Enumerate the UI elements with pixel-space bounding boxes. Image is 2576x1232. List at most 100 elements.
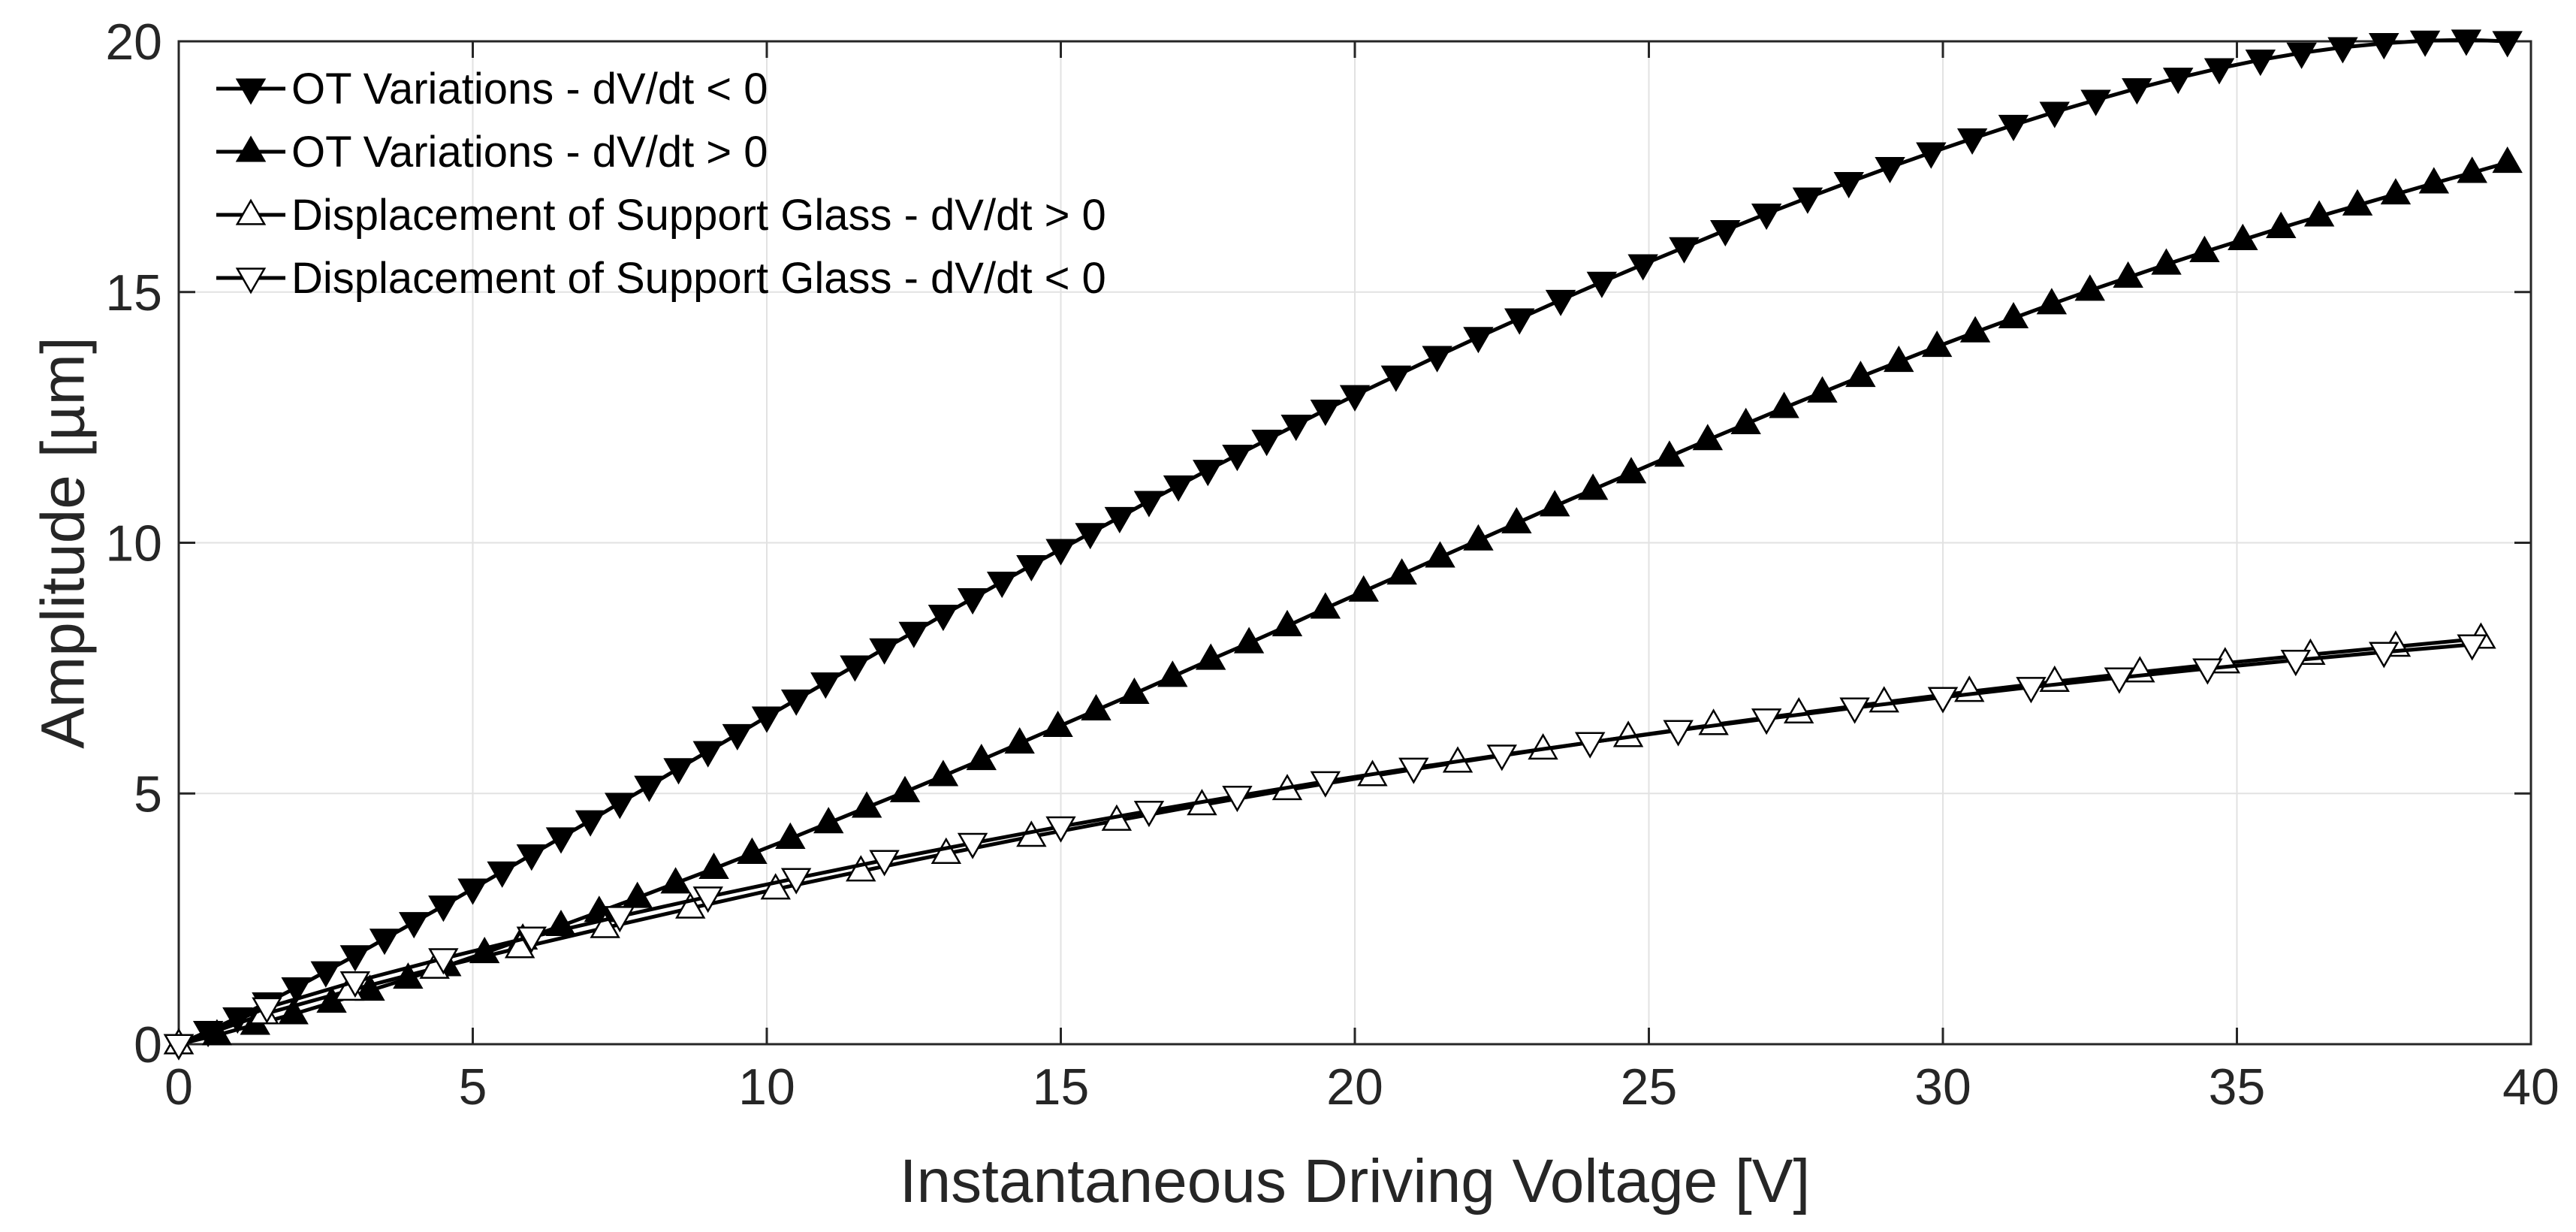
data-point	[634, 775, 665, 802]
data-point	[1751, 708, 1782, 735]
data-point	[928, 759, 959, 787]
data-point	[1157, 660, 1188, 687]
series-1	[163, 29, 2523, 1061]
data-point	[2122, 78, 2152, 105]
data-point	[622, 881, 653, 908]
data-point	[869, 850, 900, 877]
data-point	[2369, 642, 2400, 669]
data-point	[957, 832, 988, 859]
legend-entry: Displacement of Support Glass - dV/dt > …	[216, 191, 1106, 240]
data-point	[1195, 643, 1226, 670]
data-point	[1251, 430, 1282, 457]
data-point	[851, 791, 882, 818]
data-point	[1956, 128, 1988, 156]
data-point	[751, 706, 783, 733]
axis-ticks: 0 5 10 15 20 25 30 35 40 0 5 10 15 20	[105, 14, 2559, 1116]
data-point	[1654, 440, 1685, 467]
data-point	[1386, 558, 1417, 585]
data-point	[1081, 693, 1112, 721]
data-point	[775, 822, 806, 849]
data-point	[1193, 460, 1223, 487]
data-point	[1271, 609, 1303, 636]
data-point	[1104, 506, 1136, 534]
data-point	[1222, 785, 1253, 813]
data-point	[281, 977, 312, 1004]
data-point	[516, 844, 547, 871]
data-point	[339, 971, 371, 998]
data-point	[1751, 204, 1782, 231]
x-tick-label: 25	[1621, 1058, 1678, 1116]
data-point	[1045, 539, 1076, 566]
series-4	[163, 634, 2487, 1061]
data-point	[2369, 33, 2400, 60]
legend: OT Variations - dV/dt < 0 OT Variations -…	[216, 65, 1106, 303]
data-point	[1233, 627, 1265, 654]
data-point	[1310, 592, 1341, 619]
data-point	[1310, 400, 1341, 427]
data-point	[457, 878, 488, 905]
legend-label: Displacement of Support Glass - dV/dt > …	[291, 191, 1106, 240]
data-point	[605, 906, 635, 933]
data-point	[1574, 732, 1606, 759]
data-point	[1280, 415, 1311, 442]
data-point	[692, 741, 723, 768]
data-point	[1627, 254, 1658, 281]
data-point	[1004, 726, 1035, 754]
data-point	[840, 655, 870, 682]
data-point	[1045, 816, 1076, 843]
data-point	[1710, 220, 1741, 247]
data-point	[1501, 506, 1532, 534]
y-tick-label: 0	[134, 1016, 162, 1073]
data-point	[1348, 575, 1379, 602]
data-point	[928, 605, 959, 632]
data-point	[2245, 50, 2276, 77]
data-point	[1884, 345, 1914, 373]
legend-entry: OT Variations - dV/dt < 0	[216, 65, 768, 113]
data-point	[2036, 288, 2068, 315]
data-point	[2492, 31, 2523, 58]
legend-label: Displacement of Support Glass - dV/dt < …	[291, 254, 1106, 303]
data-point	[2080, 89, 2111, 116]
data-point	[1921, 330, 1953, 358]
data-point	[1792, 187, 1823, 214]
data-point	[1398, 757, 1429, 784]
data-point	[722, 723, 753, 751]
data-point	[1998, 301, 2029, 329]
x-tick-label: 20	[1326, 1058, 1383, 1116]
legend-marker	[235, 135, 267, 162]
data-point	[869, 638, 900, 665]
legend-marker	[235, 267, 267, 294]
x-tick-label: 30	[1914, 1058, 1971, 1116]
data-point	[1839, 697, 1870, 724]
data-point	[698, 852, 729, 879]
data-point	[1540, 490, 1570, 517]
data-point	[660, 867, 691, 894]
data-point	[428, 895, 459, 922]
x-axis-label: Instantaneous Driving Voltage [V]	[900, 1147, 1811, 1215]
data-point	[369, 929, 400, 956]
data-point	[575, 810, 606, 837]
data-point	[813, 807, 844, 834]
data-point	[2280, 650, 2312, 677]
data-point	[675, 892, 706, 919]
data-point	[1959, 316, 1991, 343]
x-tick-label: 5	[459, 1058, 487, 1116]
data-point	[1042, 710, 1073, 738]
data-point	[1463, 524, 1494, 551]
data-point	[1425, 541, 1455, 568]
data-point	[2266, 211, 2297, 238]
data-point	[605, 793, 635, 820]
x-tick-label: 40	[2502, 1058, 2559, 1116]
y-tick-label: 10	[105, 515, 162, 572]
data-point	[1845, 361, 1876, 388]
legend-marker	[235, 198, 267, 225]
data-point	[2380, 178, 2412, 205]
data-point	[780, 868, 812, 895]
series-group	[163, 29, 2523, 1061]
data-point	[2228, 223, 2258, 250]
data-point	[966, 743, 997, 771]
data-point	[2104, 667, 2135, 694]
data-point	[760, 873, 791, 900]
y-tick-label: 5	[134, 765, 162, 823]
